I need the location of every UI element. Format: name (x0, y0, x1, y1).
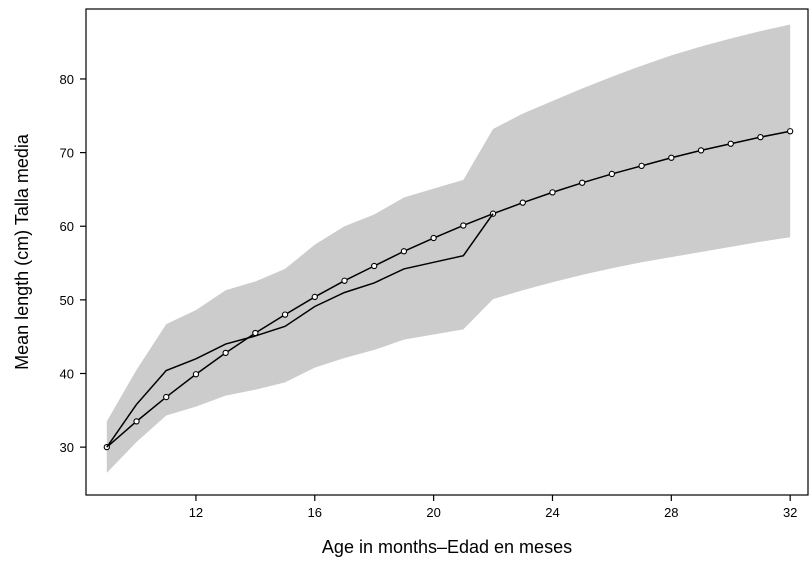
x-tick-label: 16 (308, 505, 322, 520)
series-0-point (311, 293, 318, 301)
series-1-line (106, 213, 494, 448)
x-tick-label: 32 (783, 505, 797, 520)
plot-frame (85, 8, 809, 496)
series-0-point (460, 222, 467, 229)
y-tick-label: 70 (60, 146, 74, 161)
series-0-point (787, 128, 794, 135)
series-0-point (341, 277, 348, 284)
x-tick-label: 20 (426, 505, 440, 520)
series-0-point (519, 199, 526, 206)
x-tick-label: 12 (189, 505, 203, 520)
series-layer (103, 128, 794, 451)
x-axis: 12 16 20 24 28 32 (189, 495, 797, 520)
confidence-band-layer (106, 24, 791, 473)
series-0-point (549, 189, 556, 196)
series-0-point (608, 170, 616, 178)
series-0-point (579, 179, 586, 186)
x-tick-label: 28 (664, 505, 678, 520)
series-0-point (163, 393, 170, 401)
y-tick-label: 30 (60, 440, 74, 455)
series-0-point (638, 162, 645, 169)
y-axis-label: Mean length (cm) Talla media (12, 133, 32, 370)
series-0-point (371, 262, 378, 270)
series-0-point (697, 147, 705, 154)
x-tick-label: 24 (545, 505, 559, 520)
y-tick-label: 80 (60, 72, 74, 87)
series-0-point (757, 133, 764, 141)
y-tick-label: 40 (60, 367, 74, 382)
y-tick-label: 60 (60, 219, 74, 234)
series-0-point (430, 234, 437, 242)
x-axis-label: Age in months–Edad en meses (322, 537, 572, 557)
series-0-point (281, 311, 289, 318)
series-0-point (222, 349, 229, 357)
y-axis: 30 40 50 60 70 80 (60, 72, 86, 455)
series-0-point (668, 154, 675, 161)
y-tick-label: 50 (60, 293, 74, 308)
series-0-point (192, 371, 200, 378)
series-0-point (727, 140, 734, 147)
series-0-line (106, 130, 791, 448)
series-0-point (400, 248, 408, 255)
series-0-point (133, 418, 140, 425)
confidence-band (106, 24, 791, 473)
